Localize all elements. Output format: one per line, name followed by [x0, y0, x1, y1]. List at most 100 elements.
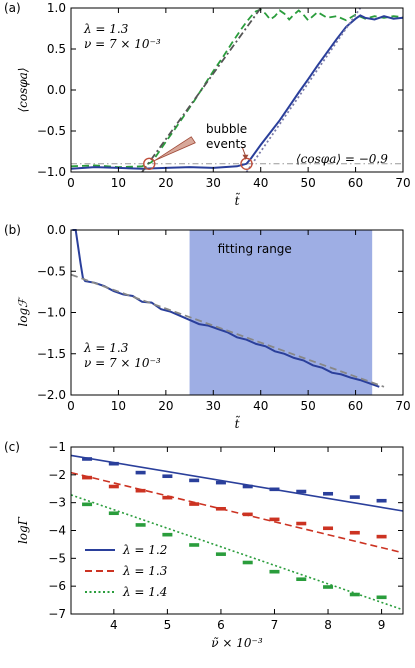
x-tick-label: 9	[378, 618, 386, 632]
panel-label: (b)	[4, 223, 21, 237]
y-tick-label: −5	[48, 551, 66, 565]
data-point	[162, 495, 173, 500]
y-tick-label: −4	[48, 524, 66, 538]
axes-frame	[70, 446, 404, 615]
x-tick-label: 4	[110, 618, 118, 632]
data-point	[323, 491, 334, 496]
data-point	[189, 502, 200, 506]
panel-label: (c)	[4, 440, 20, 454]
y-tick-label: −2	[48, 468, 66, 482]
data-point	[349, 495, 360, 499]
data-point	[82, 457, 93, 461]
x-tick-label: 10	[111, 176, 126, 190]
y-tick-label: −2.0	[37, 388, 66, 402]
data-point	[135, 470, 146, 475]
data-point	[215, 552, 226, 556]
y-tick-label: 1.0	[47, 1, 66, 15]
y-tick-label: −0.5	[37, 264, 66, 278]
y-axis-label: logΓ	[16, 516, 30, 544]
data-point	[108, 484, 119, 489]
data-point	[376, 498, 387, 503]
y-tick-label: 0.0	[47, 83, 66, 97]
series-line-2	[141, 7, 262, 173]
bubble-event-marker	[240, 157, 253, 171]
y-tick-label: −1.5	[37, 347, 66, 361]
data-point	[349, 592, 360, 597]
series-line-1	[70, 14, 404, 170]
x-tick-label: 30	[206, 399, 221, 413]
data-point	[82, 475, 93, 480]
y-tick-label: −1	[48, 440, 66, 454]
bubble-arrow-2-head	[242, 154, 249, 160]
data-point	[269, 487, 280, 492]
data-point	[189, 478, 200, 483]
annotation-bubble: bubble	[206, 122, 247, 136]
data-point	[162, 532, 173, 537]
x-tick-label: 60	[348, 176, 363, 190]
legend-label: λ = 1.2	[122, 543, 167, 557]
panel-label: (a)	[4, 1, 21, 15]
x-tick-label: 10	[111, 399, 126, 413]
data-point	[189, 543, 200, 547]
data-point	[269, 517, 280, 522]
x-axis-label: ν̃ × 10⁻³	[211, 636, 263, 650]
x-tick-label: 5	[164, 618, 172, 632]
x-tick-label: 20	[158, 176, 173, 190]
bubble-arrow	[154, 136, 196, 162]
x-tick-label: 8	[324, 618, 332, 632]
x-tick-label: 6	[217, 618, 225, 632]
data-point	[242, 484, 253, 489]
fit-line-1	[70, 471, 404, 554]
data-point	[135, 488, 146, 493]
data-point	[108, 461, 119, 466]
parameter-label: λ = 1.3	[83, 341, 129, 355]
series-line-1	[70, 273, 385, 388]
fitting-range-band	[189, 230, 373, 395]
data-point	[82, 502, 93, 507]
data-point	[108, 511, 119, 516]
bubble-event-marker	[143, 157, 156, 171]
fitting-range-label: fitting range	[218, 242, 292, 256]
x-tick-label: 40	[253, 176, 268, 190]
data-point	[323, 585, 334, 589]
data-point	[296, 577, 307, 582]
parameter-label: ν = 7 × 10⁻³	[84, 37, 161, 51]
x-tick-label: 0	[67, 399, 75, 413]
series-line-3	[245, 7, 362, 173]
x-tick-label: 50	[301, 399, 316, 413]
x-tick-label: 70	[395, 176, 410, 190]
data-point	[296, 489, 307, 494]
legend-label: λ = 1.4	[122, 585, 167, 599]
y-tick-label: −1.0	[37, 306, 66, 320]
x-tick-label: 7	[271, 618, 279, 632]
fit-line-2	[70, 494, 404, 611]
data-point	[135, 523, 146, 527]
x-tick-label: 70	[395, 399, 410, 413]
x-tick-label: 0	[67, 176, 75, 190]
x-tick-label: 20	[158, 399, 173, 413]
x-tick-label: 40	[253, 399, 268, 413]
y-tick-label: −7	[48, 607, 66, 621]
data-point	[162, 474, 173, 479]
fit-line-0	[70, 454, 404, 512]
data-point	[215, 480, 226, 485]
series-line-0	[70, 8, 404, 169]
y-tick-label: −3	[48, 496, 66, 510]
x-axis-label: t̃	[235, 415, 241, 431]
data-point	[269, 569, 280, 574]
parameter-label: ν = 7 × 10⁻³	[84, 356, 161, 370]
data-point	[215, 506, 226, 511]
legend-label: λ = 1.3	[122, 564, 168, 578]
x-axis-label: t̃	[235, 192, 241, 208]
x-tick-label: 60	[348, 399, 363, 413]
x-tick-label: 30	[206, 176, 221, 190]
y-axis-label: logℱ	[16, 296, 30, 327]
data-point	[323, 526, 334, 531]
x-tick-label: 50	[301, 176, 316, 190]
data-point	[242, 560, 253, 565]
annotation-events: events	[206, 137, 246, 151]
data-point	[349, 530, 360, 535]
y-tick-label: −1.0	[37, 165, 66, 179]
y-tick-label: −6	[48, 579, 66, 593]
